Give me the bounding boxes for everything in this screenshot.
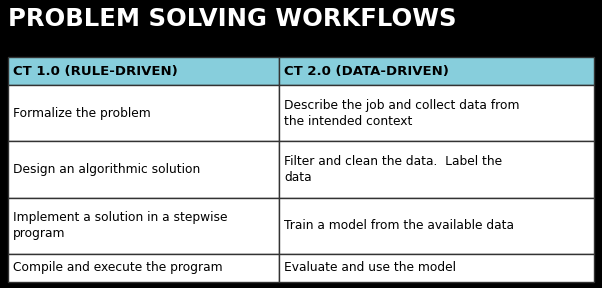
Bar	[279, 254, 594, 282]
Bar	[279, 57, 594, 85]
Text: CT 1.0 (RULE-DRIVEN): CT 1.0 (RULE-DRIVEN)	[13, 65, 178, 77]
Text: Implement a solution in a stepwise
program: Implement a solution in a stepwise progr…	[13, 211, 228, 240]
Bar	[279, 85, 594, 141]
Text: PROBLEM SOLVING WORKFLOWS: PROBLEM SOLVING WORKFLOWS	[8, 7, 456, 31]
Text: Formalize the problem: Formalize the problem	[13, 107, 150, 120]
Text: Evaluate and use the model: Evaluate and use the model	[284, 262, 456, 274]
Bar	[279, 198, 594, 254]
Text: Design an algorithmic solution: Design an algorithmic solution	[13, 163, 200, 176]
Text: Filter and clean the data.  Label the
data: Filter and clean the data. Label the dat…	[284, 155, 503, 184]
Text: Compile and execute the program: Compile and execute the program	[13, 262, 223, 274]
Bar	[8, 254, 279, 282]
Bar	[279, 141, 594, 198]
Text: CT 2.0 (DATA-DRIVEN): CT 2.0 (DATA-DRIVEN)	[284, 65, 449, 77]
Bar	[8, 85, 279, 141]
Bar	[8, 198, 279, 254]
Bar	[8, 57, 279, 85]
Text: Train a model from the available data: Train a model from the available data	[284, 219, 514, 232]
Text: Describe the job and collect data from
the intended context: Describe the job and collect data from t…	[284, 98, 520, 128]
Bar	[8, 141, 279, 198]
